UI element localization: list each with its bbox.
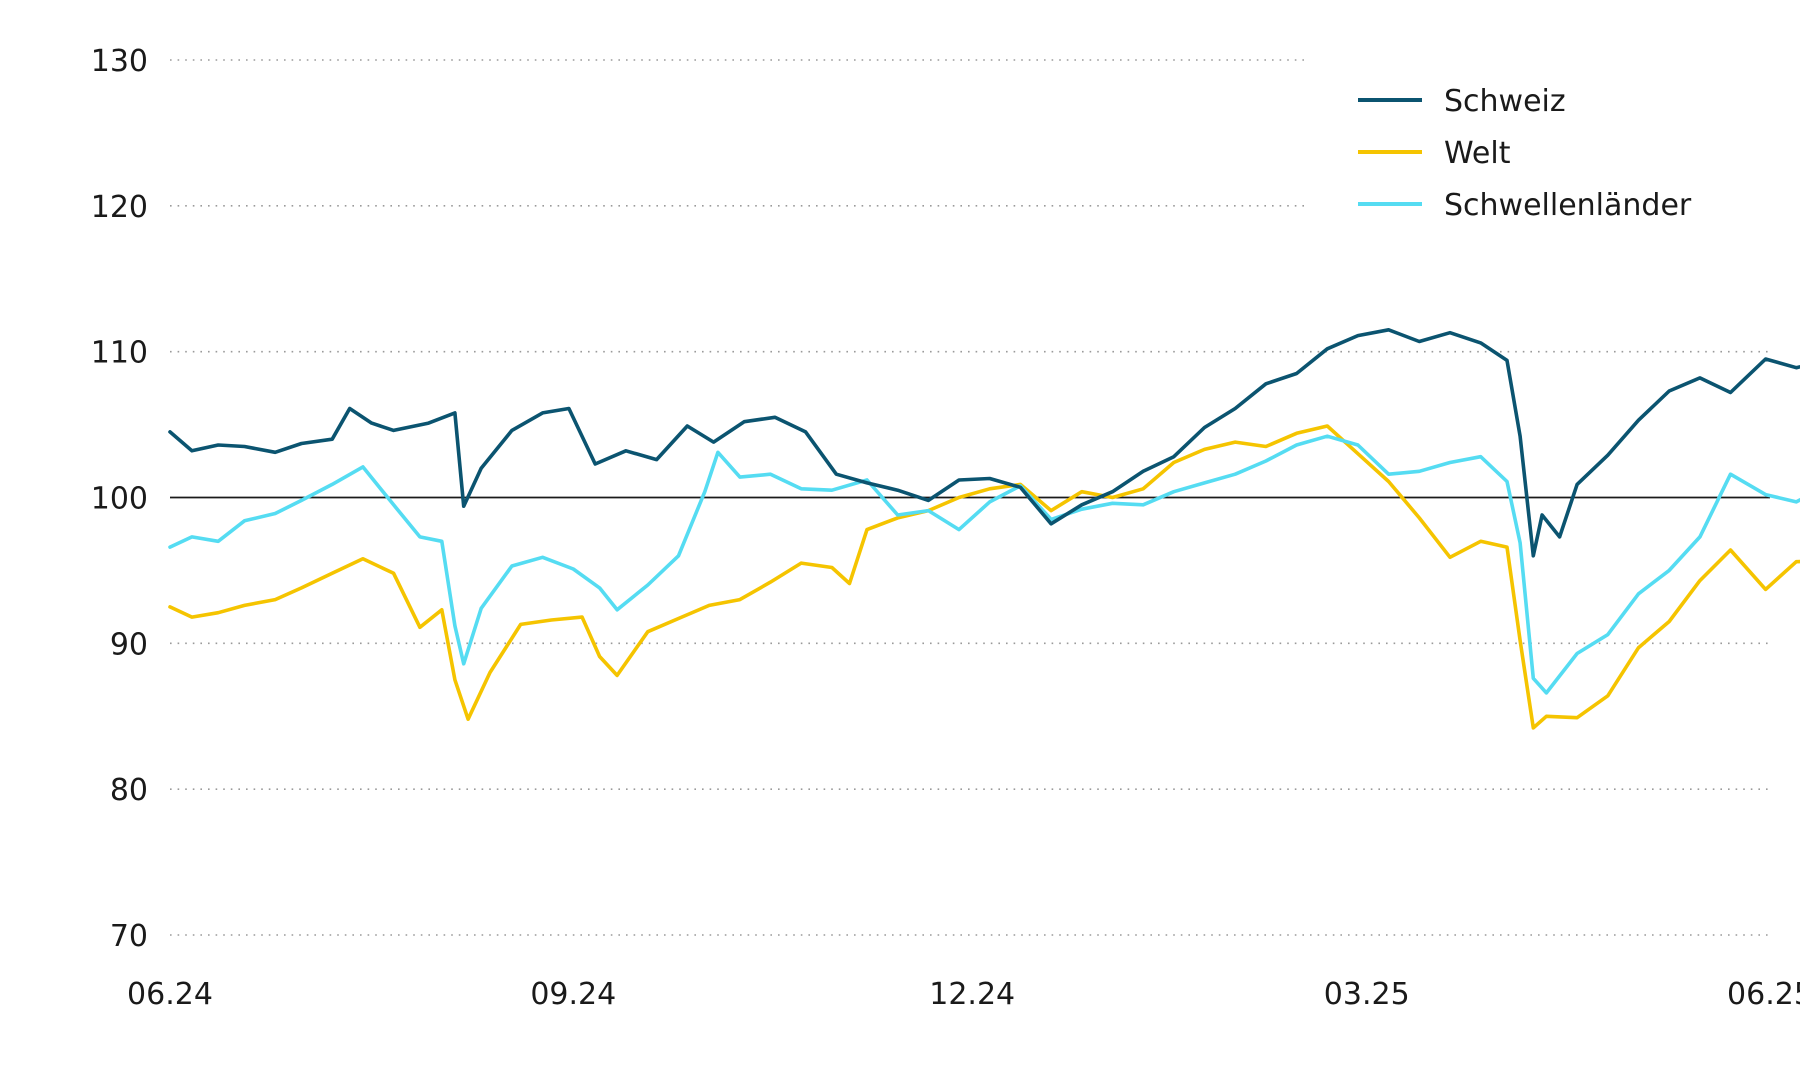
x-tick-label: 09.24 <box>530 977 616 1012</box>
legend: Schweiz Welt Schwellenländer <box>1358 84 1692 223</box>
y-tick-label: 130 <box>91 44 148 79</box>
y-tick-label: 120 <box>91 190 148 225</box>
x-tick-label: 03.25 <box>1324 977 1410 1012</box>
legend-label: Welt <box>1444 136 1511 171</box>
x-tick-label: 12.24 <box>929 977 1015 1012</box>
series-lines <box>168 327 1800 730</box>
x-tick-label: 06.25 <box>1727 977 1800 1012</box>
y-tick-label: 110 <box>91 336 148 371</box>
y-tick-label: 100 <box>91 482 148 517</box>
y-tick-label: 80 <box>110 773 148 808</box>
y-axis-ticks: 70 80 90 100 110 120 130 <box>91 44 148 954</box>
series-line-welt <box>168 424 1800 730</box>
legend-label: Schweiz <box>1444 84 1566 119</box>
gridlines <box>170 59 1770 936</box>
y-tick-label: 70 <box>110 919 148 954</box>
series-line-schweiz <box>168 327 1800 558</box>
y-tick-label: 90 <box>110 627 148 662</box>
legend-label: Schwellenländer <box>1444 188 1692 223</box>
x-axis-ticks: 06.24 09.24 12.24 03.25 06.25 <box>127 977 1800 1012</box>
x-tick-label: 06.24 <box>127 977 213 1012</box>
series-line-schwellenlnder <box>168 434 1800 695</box>
